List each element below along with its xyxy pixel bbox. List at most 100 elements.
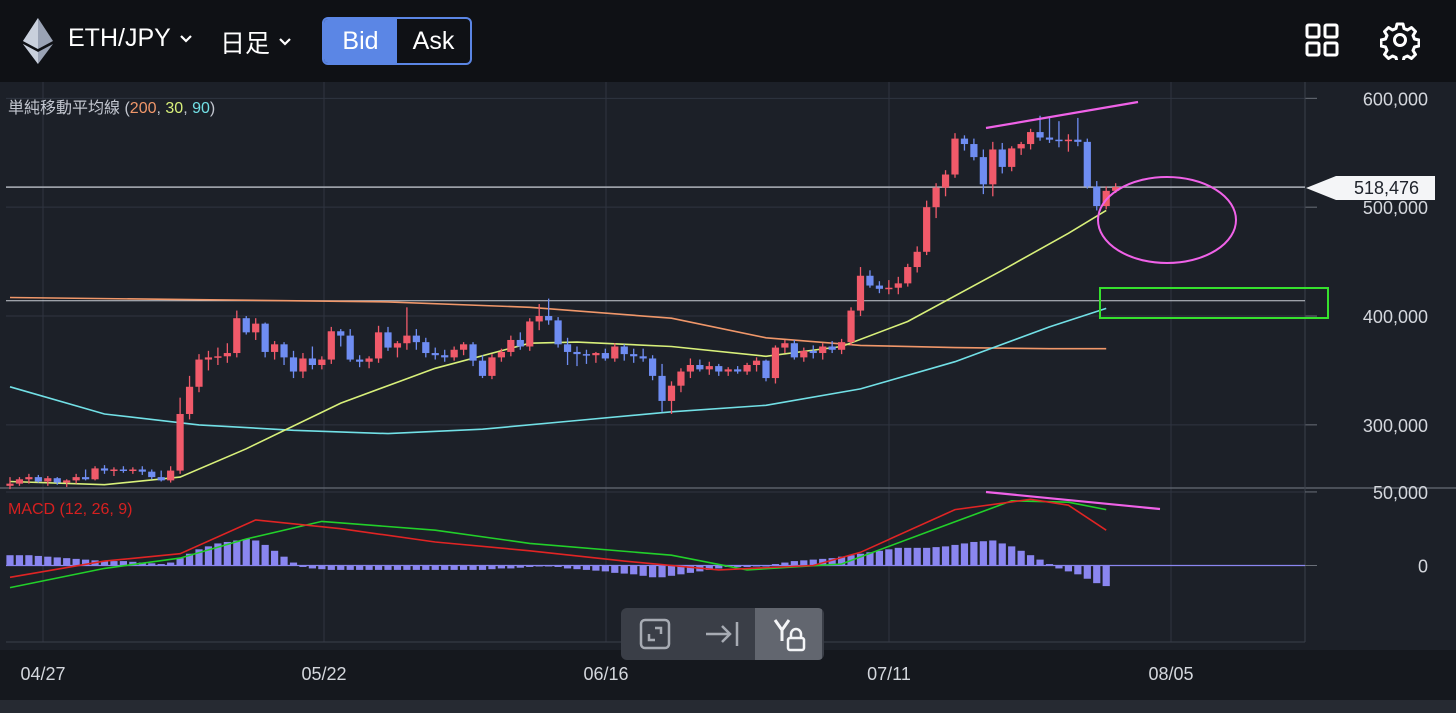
y-axis-lock-icon (773, 619, 805, 652)
macd-histogram-bar (554, 565, 562, 567)
candle (280, 344, 288, 358)
candle (573, 351, 581, 355)
macd-histogram-bar (639, 565, 647, 576)
macd-histogram-bar (431, 565, 439, 570)
macd-histogram-bar (941, 546, 950, 566)
candle (838, 342, 846, 350)
candle (167, 470, 175, 481)
macd-histogram-bar (582, 565, 591, 570)
candle (261, 323, 269, 352)
candle (119, 469, 127, 471)
macd-histogram-bar (1027, 555, 1035, 566)
macd-histogram-bar (620, 565, 628, 574)
chart-area[interactable]: 04/27 05/22 06/16 07/11 08/05 600,000 500,000 4… (0, 82, 1456, 713)
macd-histogram-bar (289, 562, 298, 566)
sma-legend-200: 200 (129, 100, 157, 117)
candle (715, 366, 723, 372)
x-tick-label: 04/27 (20, 664, 65, 684)
candle (374, 332, 383, 359)
fullscreen-button[interactable] (621, 608, 688, 660)
candle (72, 477, 80, 481)
macd-histogram-bar (308, 565, 316, 569)
candle (82, 477, 90, 480)
candle (904, 267, 912, 284)
macd-histogram-bar (167, 562, 175, 566)
candle (743, 365, 751, 372)
candle (1112, 187, 1120, 191)
candle (847, 310, 855, 343)
macd-histogram-bar (913, 547, 921, 566)
macd-histogram-bar (384, 565, 392, 570)
y-axis-lock-button[interactable] (755, 608, 822, 660)
sma-legend-sep: , (156, 100, 166, 117)
top-bar: ETH/JPY 日足 Bid Ask (0, 0, 1456, 82)
candle (601, 353, 609, 359)
candle (327, 331, 335, 360)
ask-button[interactable]: Ask (412, 26, 455, 55)
macd-histogram-bar (412, 565, 420, 570)
macd-histogram-bar (1074, 565, 1082, 575)
candle (677, 371, 685, 386)
ma200-line (9, 296, 1107, 350)
candle (800, 350, 808, 358)
candle (970, 144, 978, 158)
candle (771, 347, 780, 379)
candle (686, 365, 694, 372)
annotation-ellipse (1097, 176, 1237, 264)
pair-selector[interactable]: ETH/JPY (68, 24, 193, 53)
candle (507, 339, 515, 352)
candle (856, 275, 865, 311)
bottom-strip (0, 700, 1456, 713)
ma90-line (9, 307, 1107, 435)
candle (384, 332, 392, 348)
macd-histogram-bar (800, 560, 808, 566)
candle (44, 478, 52, 482)
candle (185, 386, 194, 414)
macd-histogram-bar (677, 565, 685, 575)
divergence-annotation-macd (985, 490, 1161, 511)
macd-histogram-bar (337, 565, 345, 570)
grid-icon[interactable] (1302, 20, 1342, 60)
candle (620, 346, 628, 355)
macd-histogram-bar (781, 562, 789, 566)
macd-histogram-bar (970, 541, 978, 566)
candle (951, 138, 959, 175)
macd-histogram-bar (365, 565, 373, 570)
bid-button[interactable]: Bid (324, 19, 397, 63)
candle (960, 138, 969, 145)
candle (1017, 144, 1025, 149)
price-chart[interactable]: 04/27 05/22 06/16 07/11 08/05 600,000 500,000 4… (0, 82, 1456, 713)
scroll-to-latest-button[interactable] (688, 608, 755, 660)
candle (356, 359, 364, 362)
timeframe-selector[interactable]: 日足 (220, 24, 292, 60)
macd-histogram-bar (441, 565, 449, 570)
candle (649, 358, 657, 376)
candle (1074, 139, 1082, 142)
candle (705, 366, 713, 370)
macd-histogram-bar (346, 565, 354, 570)
candle (53, 478, 61, 483)
macd-line (9, 498, 1107, 579)
candle (875, 285, 883, 289)
macd-histogram-bar (374, 565, 383, 570)
macd-histogram-bar (630, 565, 638, 575)
macd-histogram-bar (478, 565, 487, 570)
candle (110, 469, 118, 471)
candle (365, 358, 373, 362)
divergence-annotation-price (985, 100, 1139, 130)
macd-histogram-bar (53, 557, 61, 566)
sma-legend-90: 90 (192, 100, 210, 117)
candle (412, 335, 420, 343)
candle (299, 358, 307, 372)
y-tick-label: 500,000 (1363, 198, 1428, 218)
macd-histogram-bar (592, 565, 600, 571)
macd-histogram-bar (176, 558, 184, 566)
macd-histogram-bar (44, 556, 52, 566)
candle (214, 356, 222, 358)
macd-histogram-bar (1055, 565, 1063, 569)
macd-histogram-bar (488, 565, 496, 570)
macd-histogram-bar (979, 541, 987, 566)
gear-icon[interactable] (1380, 20, 1420, 60)
candle (138, 469, 146, 472)
candle (403, 335, 411, 344)
